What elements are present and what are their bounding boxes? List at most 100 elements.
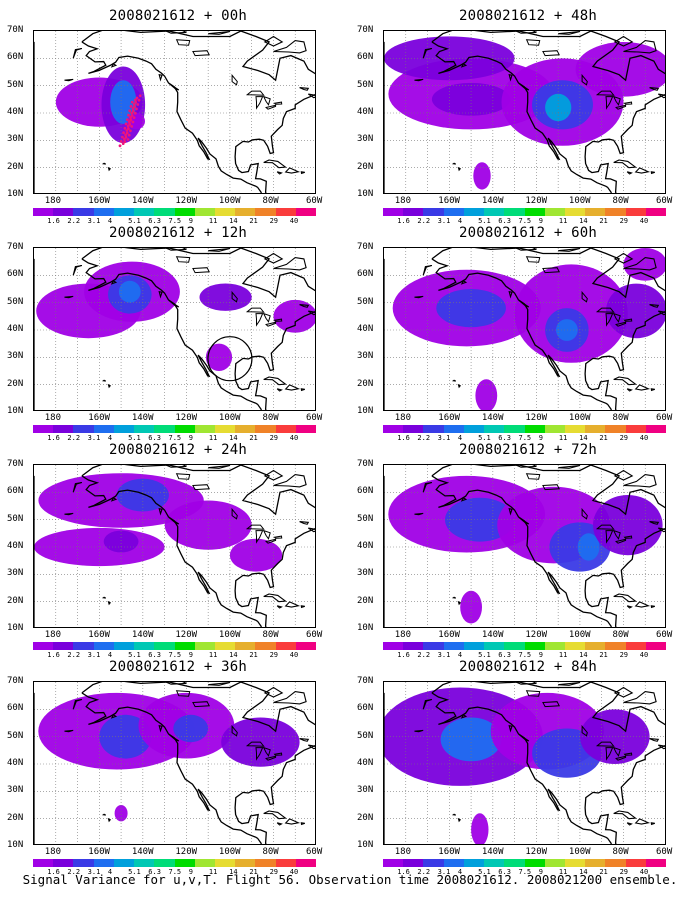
- island-outline: [158, 507, 163, 516]
- lake-outline: [175, 39, 191, 46]
- variance-contour: [623, 248, 665, 281]
- colorbar-labels: 1.6 2.2 3.1 4 5.1 6.3 7.5 9 11 14 21 29 40: [383, 651, 666, 659]
- longitude-label: 120W: [175, 196, 198, 206]
- colorbar-swatch: [73, 859, 94, 867]
- lake-outline: [605, 747, 614, 761]
- latitude-label: 20N: [7, 812, 24, 823]
- lake-outline: [605, 96, 614, 110]
- island-outline: [273, 691, 307, 705]
- colorbar-swatch: [564, 425, 586, 433]
- colorbar: [383, 208, 667, 216]
- colorbar-label: 5.1: [478, 434, 491, 442]
- colorbar-label: 21: [599, 434, 608, 442]
- colorbar-label: 40: [289, 651, 299, 659]
- colorbar-label: 4: [457, 434, 463, 442]
- colorbar-label: 5.1: [478, 868, 491, 876]
- island-outline: [284, 818, 301, 825]
- colorbar-label: 21: [249, 651, 258, 659]
- island-outline: [107, 600, 112, 606]
- island-outline: [457, 817, 462, 823]
- colorbar-label: 3.1: [437, 217, 451, 225]
- colorbar-label: 9: [538, 868, 543, 876]
- colorbar-swatch: [93, 425, 114, 433]
- forecast-panel: 2008021612 + 72h 70N 60N 50N 40N 30N 20N 10N 180…: [350, 442, 690, 659]
- longitude-label: 180: [394, 630, 412, 640]
- island-outline: [518, 517, 530, 525]
- colorbar-swatch: [53, 859, 74, 867]
- latitude-label: 50N: [7, 296, 24, 307]
- lake-outline: [615, 755, 627, 761]
- map-frame: [33, 681, 316, 845]
- island-outline: [300, 388, 305, 392]
- island-outline: [208, 465, 231, 469]
- island-outline: [263, 810, 287, 820]
- colorbar-labels: 1.6 2.2 3.1 4 5.1 6.3 7.5 9 11 14 21 29 40: [33, 434, 316, 442]
- colorbar-label: 40: [289, 434, 299, 442]
- colorbar-label: 11: [208, 217, 218, 225]
- colorbar-swatch: [443, 642, 464, 650]
- colorbar-swatch: [423, 859, 444, 867]
- colorbar-swatch: [463, 642, 485, 650]
- colorbar-labels: 1.6 2.2 3.1 4 5.1 6.3 7.5 9 11 14 21 29 40: [33, 651, 316, 659]
- coastline-west: [81, 692, 262, 844]
- island-outline: [634, 818, 651, 825]
- island-outline: [422, 481, 433, 493]
- colorbar-label: 7.5: [168, 217, 182, 225]
- lake-outline: [192, 267, 210, 274]
- island-outline: [72, 264, 83, 276]
- colorbar-label: 4: [107, 217, 113, 225]
- colorbar-label: 7.5: [518, 434, 532, 442]
- colorbar-label: 14: [229, 434, 238, 442]
- target-circle: [207, 336, 253, 382]
- colorbar-swatch: [645, 859, 667, 867]
- colorbar-swatch: [194, 208, 215, 216]
- island-outline: [263, 593, 287, 603]
- colorbar: [383, 642, 667, 650]
- colorbar-swatch: [113, 208, 135, 216]
- coastline-east: [384, 465, 665, 627]
- lake-outline: [231, 290, 238, 303]
- colorbar-label: 14: [579, 651, 588, 659]
- island-outline: [414, 295, 424, 299]
- coastline-east: [34, 682, 315, 844]
- colorbar-swatch: [33, 859, 54, 867]
- lake-outline: [612, 95, 621, 106]
- colorbar-label: 29: [619, 868, 628, 876]
- island-outline: [634, 167, 651, 174]
- island-outline: [276, 388, 283, 392]
- observation-point: [129, 116, 132, 119]
- island-outline: [626, 388, 633, 392]
- lake-outline: [581, 724, 588, 737]
- latitude-label: 60N: [7, 486, 24, 497]
- observation-point: [131, 120, 135, 124]
- latitude-label: 70N: [7, 242, 24, 252]
- colorbar-swatch: [214, 642, 236, 650]
- colorbar-swatch: [33, 642, 54, 650]
- island-outline: [457, 166, 462, 172]
- observation-point: [123, 126, 127, 130]
- colorbar-swatch: [154, 425, 175, 433]
- lake-outline: [615, 104, 627, 110]
- island-outline: [107, 817, 112, 823]
- island-outline: [626, 605, 633, 609]
- colorbar-swatch: [625, 859, 646, 867]
- lake-outline: [525, 256, 541, 263]
- variance-contour: [475, 379, 498, 410]
- panel-title: 2008021612 + 84h: [458, 659, 598, 675]
- colorbar-swatch: [463, 859, 485, 867]
- island-outline: [110, 714, 118, 719]
- observation-point: [136, 103, 140, 106]
- longitude-label: 140W: [481, 196, 504, 206]
- island-outline: [460, 63, 468, 68]
- colorbar: [33, 642, 317, 650]
- latitude-label: 70N: [357, 25, 374, 35]
- island-outline: [158, 73, 163, 82]
- colorbar-swatch: [504, 642, 525, 650]
- colorbar-swatch: [484, 208, 505, 216]
- lake-outline: [192, 50, 210, 57]
- latitude-label: 20N: [357, 378, 374, 389]
- variance-contour: [229, 538, 283, 572]
- panel-title: 2008021612 + 00h: [108, 8, 248, 24]
- colorbar-label: 9: [538, 434, 543, 442]
- colorbar-swatch: [383, 425, 404, 433]
